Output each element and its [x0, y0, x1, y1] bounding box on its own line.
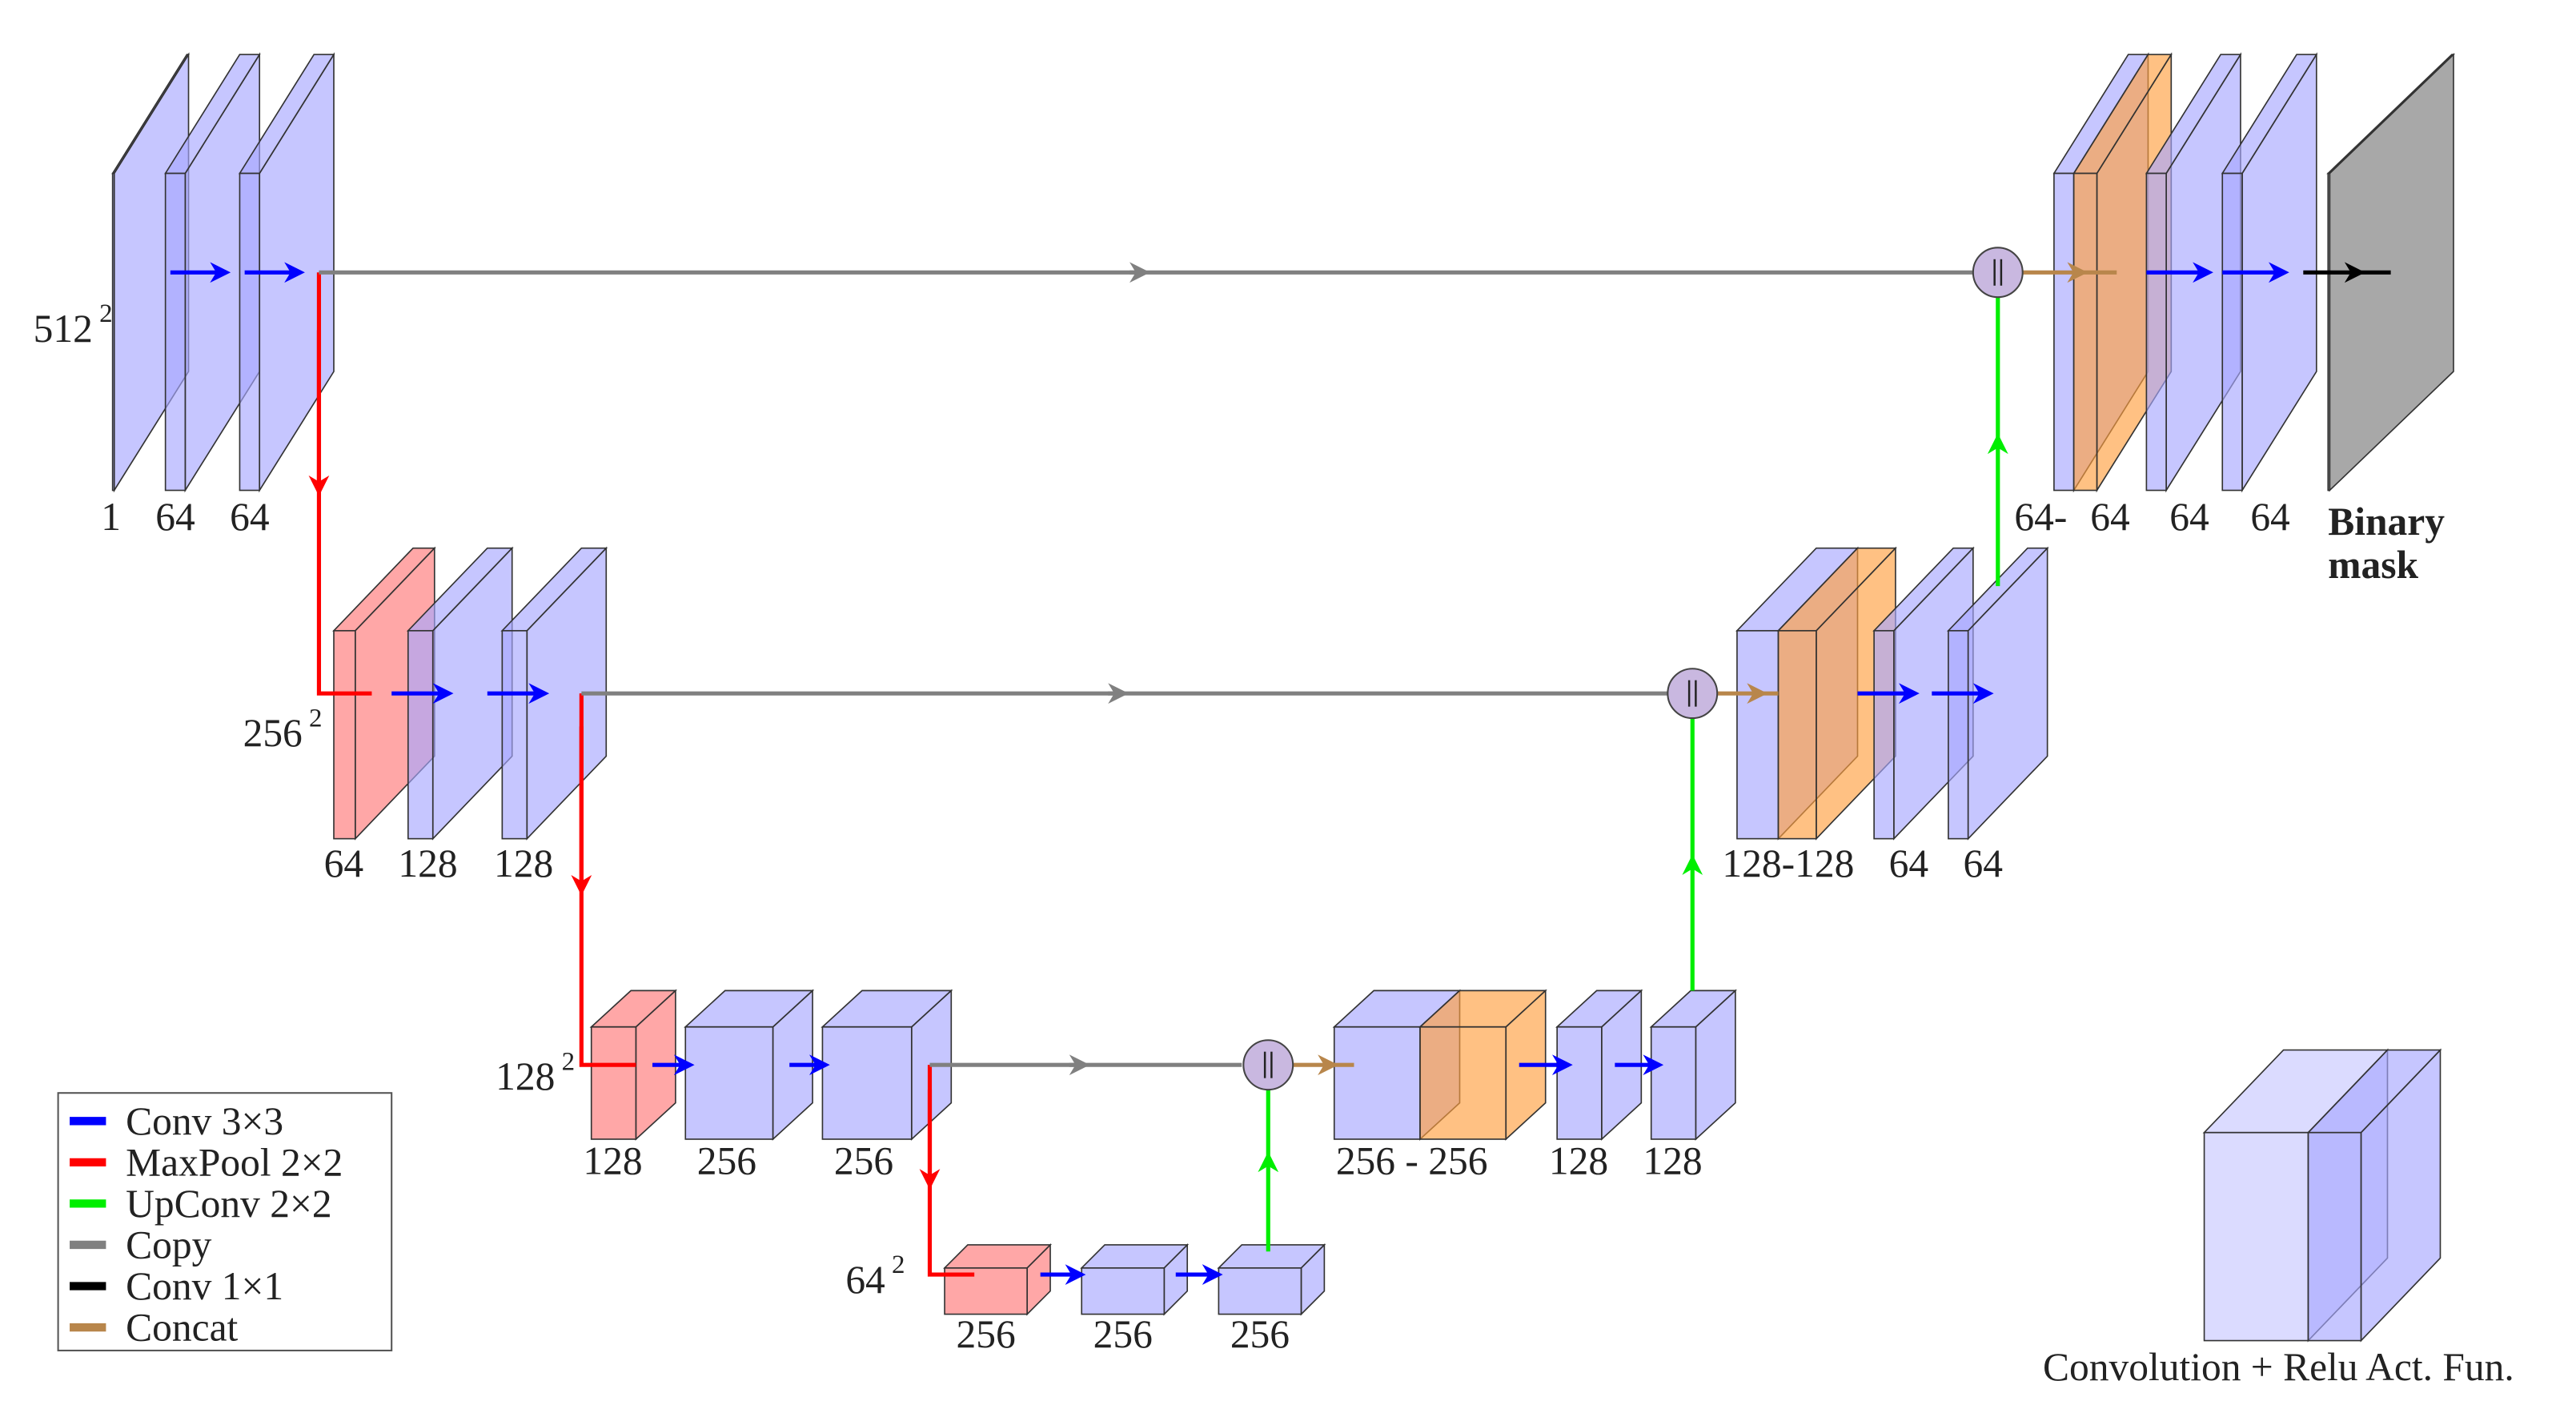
block-front: [1777, 629, 1817, 840]
block-label: 64: [324, 841, 363, 885]
resolution-label: 64: [845, 1258, 885, 1302]
resolution-label: 256: [243, 711, 303, 755]
block-label: 128: [1549, 1138, 1608, 1182]
block-label: 128: [398, 841, 457, 885]
block-front: [1948, 629, 1969, 840]
block-front: [2203, 1131, 2309, 1342]
legend-label: UpConv 2×2: [126, 1182, 331, 1226]
block-label: 256 - 256: [1336, 1138, 1488, 1182]
output-label: Binary: [2328, 500, 2445, 544]
concat-node: [1972, 247, 2024, 299]
block-label: 128: [494, 841, 553, 885]
block-label: 128: [583, 1138, 642, 1182]
block-front: [501, 629, 528, 840]
legend-box: [57, 1092, 393, 1351]
block-front: [1218, 1267, 1302, 1315]
block-label: 64: [2250, 495, 2289, 539]
legend-label: MaxPool 2×2: [126, 1140, 343, 1184]
output-label: mask: [2328, 543, 2418, 587]
legend-label: Conv 3×3: [126, 1099, 283, 1143]
block-front: [1419, 1026, 1507, 1140]
resolution-exponent: 2: [892, 1250, 905, 1279]
block-front: [407, 629, 434, 840]
caption: Convolution + Relu Act. Fun.: [2043, 1345, 2514, 1389]
block-front: [2307, 1131, 2362, 1342]
block-front: [164, 172, 187, 492]
block-label: 64: [2169, 495, 2209, 539]
block-label: 64: [155, 495, 195, 539]
concat-node: [1667, 668, 1719, 720]
block-label: 256: [956, 1312, 1015, 1356]
block-front: [1650, 1026, 1697, 1140]
block-front: [1333, 1026, 1421, 1140]
block-label: 64: [1889, 841, 1928, 885]
legend-label: Copy: [126, 1222, 211, 1267]
block-label: 256: [697, 1138, 756, 1182]
block-label: 64: [1963, 841, 2002, 885]
resolution-exponent: 2: [309, 704, 323, 733]
block-front: [821, 1026, 913, 1140]
block-front: [1736, 629, 1780, 840]
arrows: [170, 247, 2391, 1285]
block-front: [2145, 172, 2167, 492]
block-label: 128: [1643, 1138, 1702, 1182]
block-front: [2327, 172, 2331, 492]
resolution-exponent: 2: [562, 1047, 576, 1076]
block-front: [2053, 172, 2075, 492]
block-front: [111, 172, 115, 492]
resolution-label: 512: [34, 307, 93, 351]
block-label: 64: [2090, 495, 2129, 539]
blocks: [111, 52, 2456, 1343]
legend-label: Conv 1×1: [126, 1264, 283, 1308]
block-label: 128-128: [1722, 841, 1854, 885]
concat-node: [1242, 1039, 1294, 1091]
block-label: 64: [230, 495, 269, 539]
block-front: [590, 1026, 637, 1140]
block-front: [1873, 629, 1895, 840]
block-front: [684, 1026, 774, 1140]
block-label: 256: [1093, 1312, 1153, 1356]
block-front: [2221, 172, 2243, 492]
block-front: [333, 629, 356, 840]
block-label: 256: [834, 1138, 893, 1182]
block-front: [1081, 1267, 1166, 1315]
legend-label: Concat: [126, 1306, 238, 1350]
resolution-exponent: 2: [99, 299, 112, 328]
block-front: [1556, 1026, 1603, 1140]
block-label: 64-: [2014, 495, 2067, 539]
resolution-label: 128: [496, 1054, 555, 1098]
block-label: 256: [1230, 1312, 1290, 1356]
block-label: 1: [101, 495, 121, 539]
block-front: [239, 172, 261, 492]
block-front: [2072, 172, 2098, 492]
